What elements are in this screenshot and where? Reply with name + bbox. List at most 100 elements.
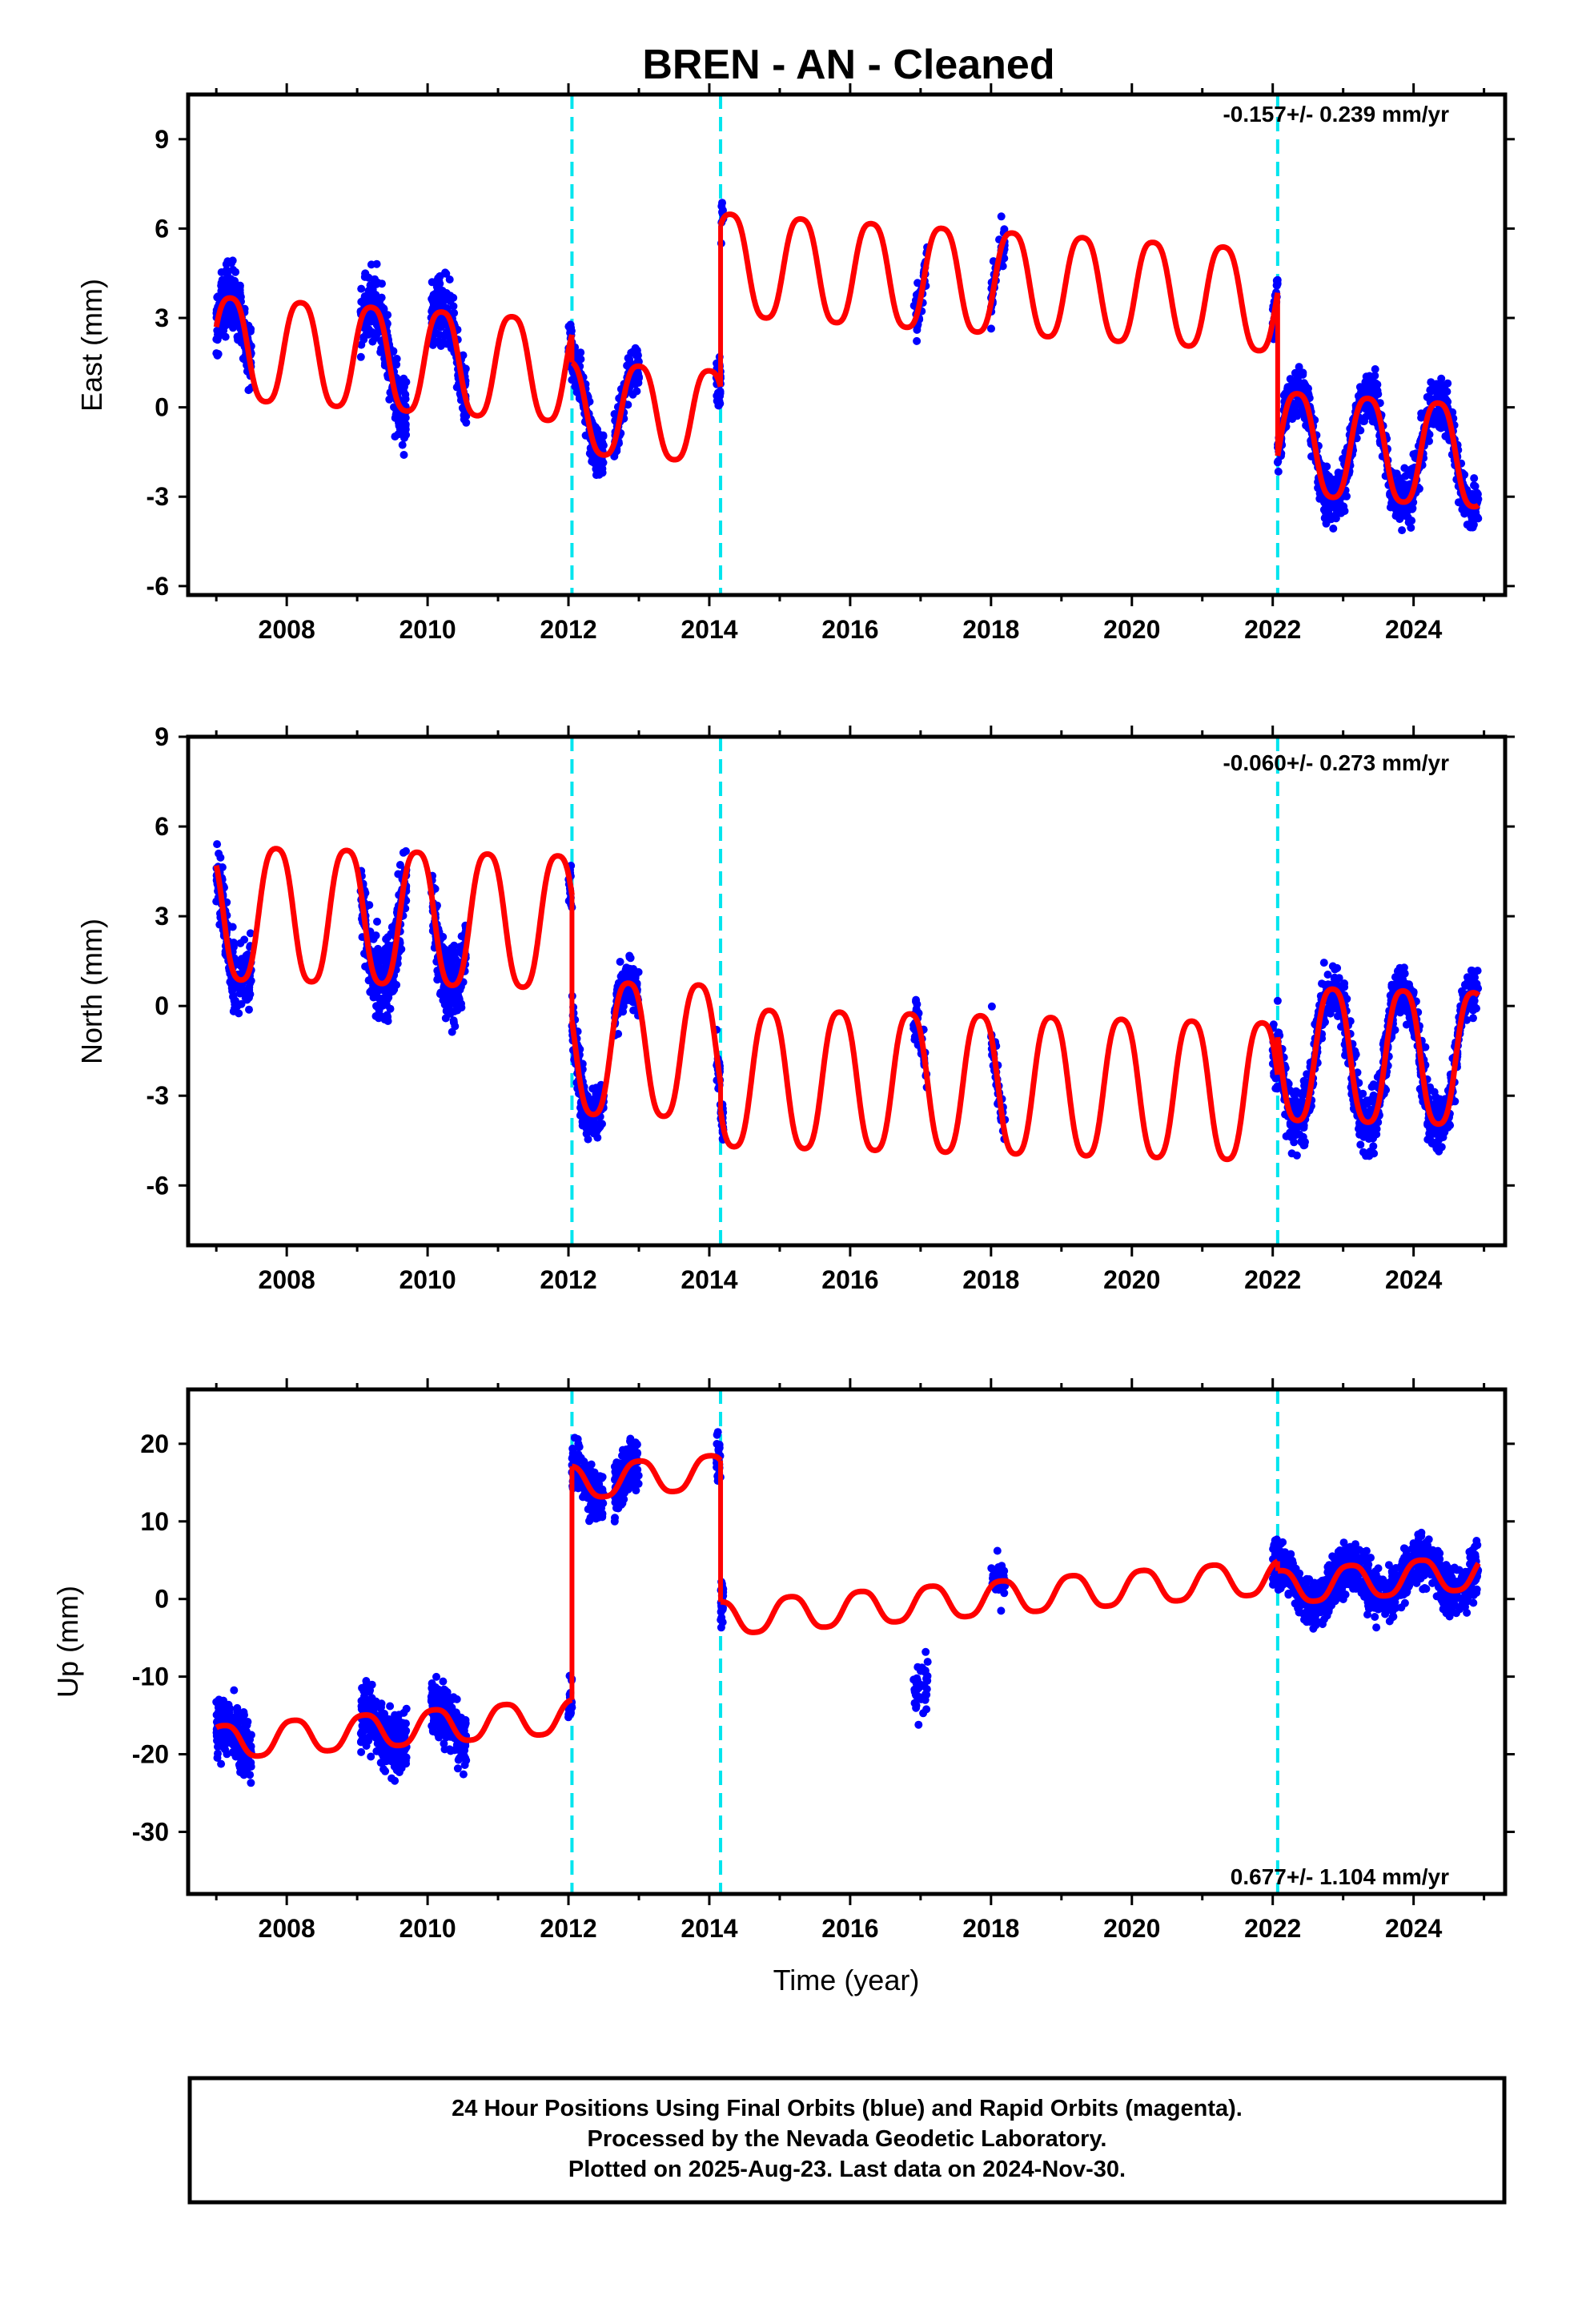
data-point	[1292, 1151, 1301, 1160]
data-point	[1355, 1130, 1364, 1139]
data-point	[218, 1715, 227, 1723]
data-point	[1470, 481, 1478, 489]
data-point	[598, 456, 607, 465]
data-point	[1332, 509, 1341, 517]
y-tick-label: -3	[147, 1081, 169, 1110]
x-tick-label: 2022	[1244, 1265, 1301, 1294]
x-tick-label: 2024	[1385, 615, 1442, 644]
y-tick-label: 3	[155, 304, 169, 332]
data-point	[247, 1779, 255, 1787]
chart-title: BREN - AN - Cleaned	[642, 42, 1054, 88]
data-point	[453, 1006, 462, 1015]
x-tick-label: 2018	[962, 1265, 1019, 1294]
data-point	[913, 336, 921, 345]
data-point	[214, 293, 223, 302]
data-point	[246, 990, 255, 999]
data-point	[1331, 973, 1339, 982]
data-point	[380, 949, 389, 958]
data-point	[444, 949, 452, 957]
data-point	[1407, 517, 1416, 525]
data-point	[448, 1027, 456, 1036]
data-point	[1433, 1110, 1442, 1119]
data-point	[1437, 1143, 1446, 1152]
data-point	[372, 279, 381, 288]
data-point	[1323, 971, 1332, 979]
data-point	[626, 954, 635, 963]
data-point	[1431, 384, 1439, 393]
data-point	[610, 452, 619, 460]
data-point	[448, 957, 456, 966]
data-point	[1469, 511, 1477, 520]
ylabel-east: East (mm)	[75, 279, 108, 412]
data-point	[1319, 959, 1328, 967]
data-point	[213, 1754, 222, 1762]
data-point	[220, 1707, 229, 1715]
data-point	[231, 1004, 239, 1013]
data-point	[1473, 967, 1482, 975]
x-tick-label: 2016	[821, 1265, 878, 1294]
data-point	[1357, 388, 1366, 396]
data-point	[572, 383, 580, 392]
data-point	[215, 849, 223, 858]
y-tick-label: -6	[147, 572, 169, 601]
data-point	[460, 411, 468, 420]
rate-east: -0.157+/- 0.239 mm/yr	[1223, 102, 1449, 127]
data-point	[1288, 1132, 1297, 1140]
data-point	[1439, 384, 1448, 392]
data-point	[1397, 485, 1406, 493]
data-point	[1318, 979, 1326, 988]
data-point	[212, 1731, 221, 1740]
plot-area-up	[188, 1389, 1505, 1894]
y-tick-label: 3	[155, 902, 169, 931]
data-point	[1273, 996, 1282, 1005]
data-point	[1359, 1148, 1367, 1156]
data-point	[379, 994, 387, 1003]
y-tick-label: 0	[155, 991, 169, 1020]
data-point	[440, 986, 449, 995]
data-point	[396, 423, 404, 432]
data-point	[1437, 374, 1446, 383]
data-point	[598, 438, 607, 447]
data-point	[360, 293, 369, 302]
data-point	[239, 1771, 248, 1779]
data-point	[1327, 501, 1335, 510]
data-point	[375, 1004, 383, 1013]
data-point	[1433, 1100, 1442, 1108]
data-point	[436, 271, 444, 280]
data-point	[1359, 417, 1367, 425]
data-point	[400, 451, 408, 459]
data-point	[588, 1084, 597, 1093]
x-tick-label: 2014	[681, 615, 737, 644]
rate-north: -0.060+/- 0.273 mm/yr	[1223, 750, 1449, 775]
data-point	[383, 933, 392, 942]
data-point	[1427, 378, 1435, 387]
data-point	[219, 326, 228, 335]
data-point	[219, 1696, 228, 1705]
data-point	[223, 308, 232, 317]
data-point	[1364, 381, 1373, 390]
data-point	[718, 199, 726, 207]
data-point	[227, 275, 235, 283]
y-tick-label: 0	[155, 393, 169, 422]
x-tick-label: 2018	[962, 615, 1019, 644]
data-point	[1356, 1140, 1365, 1149]
data-point	[599, 432, 608, 440]
data-point	[714, 401, 723, 410]
data-point	[428, 278, 436, 287]
data-point	[400, 382, 408, 391]
x-tick-label: 2024	[1385, 1265, 1442, 1294]
data-point	[588, 1128, 597, 1137]
data-point	[589, 1120, 598, 1129]
y-tick-label: -3	[147, 482, 169, 511]
data-point	[1399, 969, 1407, 977]
data-point	[1369, 1080, 1378, 1089]
data-point	[598, 464, 607, 473]
x-tick-label: 2014	[681, 1265, 737, 1294]
data-point	[592, 464, 600, 473]
data-point	[437, 318, 446, 326]
data-point	[450, 308, 459, 317]
data-point	[1299, 1089, 1307, 1098]
data-point	[373, 917, 381, 926]
